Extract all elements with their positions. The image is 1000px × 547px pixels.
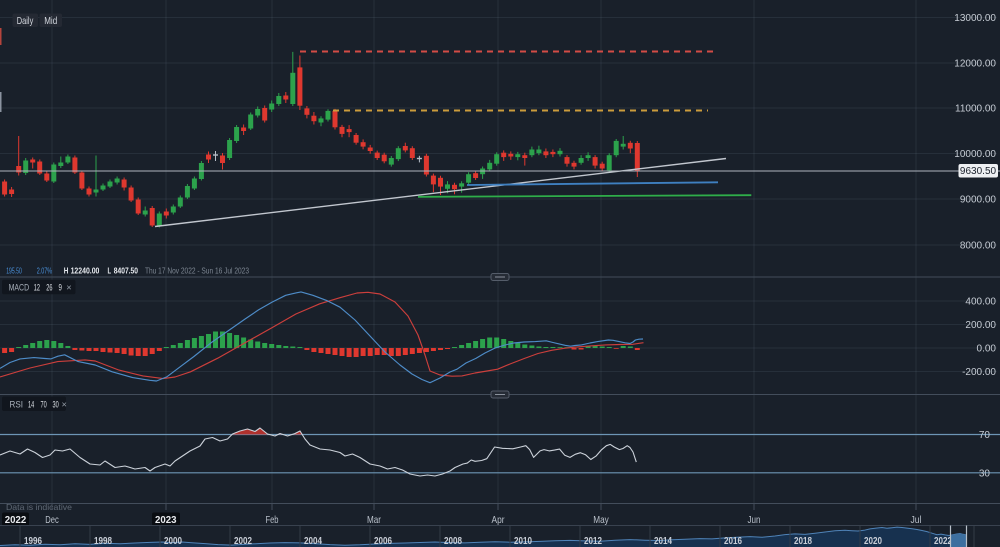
svg-text:Feb: Feb bbox=[266, 514, 279, 526]
svg-text:2010: 2010 bbox=[514, 535, 532, 547]
svg-text:L: L bbox=[108, 266, 112, 276]
svg-text:May: May bbox=[593, 514, 609, 526]
svg-text:9000.00: 9000.00 bbox=[960, 195, 997, 206]
svg-text:400.00: 400.00 bbox=[965, 297, 996, 308]
svg-text:×: × bbox=[66, 283, 71, 293]
svg-text:2023: 2023 bbox=[155, 514, 177, 526]
svg-text:2000: 2000 bbox=[164, 535, 182, 547]
svg-text:2012: 2012 bbox=[584, 535, 602, 547]
svg-text:9630.50: 9630.50 bbox=[960, 166, 997, 177]
svg-text:RSI: RSI bbox=[10, 399, 24, 409]
svg-text:Apr: Apr bbox=[492, 514, 505, 526]
svg-text:2022: 2022 bbox=[5, 514, 27, 526]
svg-text:Daily: Daily bbox=[17, 15, 34, 27]
svg-text:30: 30 bbox=[979, 468, 991, 479]
svg-text:2004: 2004 bbox=[304, 535, 322, 547]
svg-text:Jun: Jun bbox=[748, 514, 761, 526]
svg-text:9: 9 bbox=[59, 283, 62, 293]
svg-text:H: H bbox=[64, 266, 69, 276]
svg-text:12240.00: 12240.00 bbox=[71, 266, 100, 276]
svg-text:2022: 2022 bbox=[934, 535, 952, 547]
svg-text:1998: 1998 bbox=[94, 535, 112, 547]
svg-text:200.00: 200.00 bbox=[965, 320, 996, 331]
svg-text:MACD: MACD bbox=[9, 283, 30, 293]
svg-text:2006: 2006 bbox=[374, 535, 392, 547]
svg-text:Jul: Jul bbox=[911, 514, 922, 526]
svg-text:2014: 2014 bbox=[654, 535, 672, 547]
svg-text:Data is indicative: Data is indicative bbox=[6, 502, 72, 512]
svg-text:2.07%: 2.07% bbox=[37, 266, 53, 276]
svg-text:70: 70 bbox=[979, 430, 991, 441]
svg-text:0.00: 0.00 bbox=[977, 344, 997, 355]
svg-text:26: 26 bbox=[46, 283, 52, 293]
svg-text:70: 70 bbox=[41, 399, 47, 409]
svg-text:Mar: Mar bbox=[367, 514, 381, 526]
svg-text:195.50: 195.50 bbox=[6, 266, 22, 276]
svg-text:-200.00: -200.00 bbox=[962, 367, 996, 378]
svg-text:30: 30 bbox=[53, 399, 59, 409]
svg-text:8407.50: 8407.50 bbox=[114, 266, 138, 276]
svg-text:12: 12 bbox=[34, 283, 40, 293]
svg-text:8000.00: 8000.00 bbox=[960, 241, 997, 252]
svg-text:×: × bbox=[62, 399, 67, 409]
svg-text:11000.00: 11000.00 bbox=[955, 104, 996, 115]
svg-text:10000.00: 10000.00 bbox=[954, 149, 996, 160]
svg-text:12000.00: 12000.00 bbox=[954, 59, 996, 70]
svg-text:2018: 2018 bbox=[794, 535, 812, 547]
svg-text:2008: 2008 bbox=[444, 535, 462, 547]
svg-text:Dec: Dec bbox=[45, 514, 59, 526]
svg-text:2016: 2016 bbox=[724, 535, 742, 547]
svg-text:2002: 2002 bbox=[234, 535, 252, 547]
svg-text:13000.00: 13000.00 bbox=[954, 13, 996, 24]
svg-text:1996: 1996 bbox=[24, 535, 42, 547]
svg-text:Thu 17 Nov 2022 - Sun 16 Jul 2: Thu 17 Nov 2022 - Sun 16 Jul 2023 bbox=[145, 266, 249, 276]
svg-text:14: 14 bbox=[28, 399, 34, 409]
svg-text:2020: 2020 bbox=[864, 535, 882, 547]
svg-text:Mid: Mid bbox=[44, 15, 57, 27]
